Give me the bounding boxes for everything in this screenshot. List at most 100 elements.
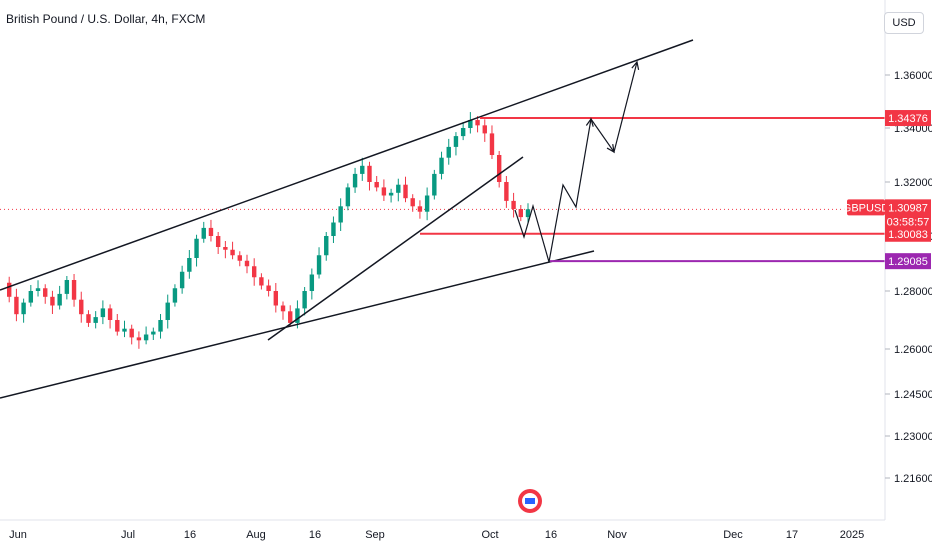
time-axis[interactable]: Jun Jul 16 Aug 16 Sep Oct 16 Nov Dec 17 2025	[9, 529, 864, 541]
current-price-tag-label: 1.30987	[888, 202, 928, 214]
price-tick-label: 1.36000	[894, 70, 932, 82]
candle-body	[403, 184, 408, 199]
time-tick-label: Nov	[607, 529, 627, 541]
candle-body	[432, 173, 437, 196]
candle-body	[360, 165, 365, 174]
candle-body	[223, 247, 228, 250]
candle-body	[367, 165, 372, 182]
price-tick-label: 1.24500	[894, 389, 932, 401]
candle-body	[14, 296, 19, 315]
time-tick-label: Oct	[481, 529, 498, 541]
projection-arrowhead	[631, 60, 640, 70]
candle-body	[381, 187, 387, 196]
candle-body	[417, 206, 423, 212]
candle-body	[86, 314, 91, 323]
candle-body	[93, 317, 98, 323]
time-tick-label: 2025	[840, 529, 864, 541]
candle-body	[338, 206, 343, 223]
price-level-tag-label: 1.34376	[888, 113, 928, 125]
candle-body	[28, 291, 34, 303]
candle-body	[504, 182, 509, 201]
candle-body	[100, 308, 106, 318]
candle-body	[7, 282, 12, 297]
candle-body	[251, 266, 257, 278]
trendlines	[0, 39, 694, 399]
candle-body	[273, 291, 279, 306]
candle-body	[136, 337, 142, 341]
candle-body	[230, 249, 235, 256]
candle-body	[172, 288, 178, 303]
time-tick-label: Jul	[121, 529, 135, 541]
time-tick-label: 16	[309, 529, 321, 541]
candle-body	[21, 302, 26, 315]
candle-body	[345, 187, 351, 207]
price-level-tag-label: 1.30083	[888, 229, 928, 241]
candle-body	[57, 293, 62, 306]
channel-upper-line	[0, 39, 694, 291]
currency-button[interactable]: USD	[884, 12, 924, 34]
price-tick-label: 1.21600	[894, 473, 932, 485]
candle-body	[288, 311, 293, 323]
candle-body	[143, 334, 149, 341]
candle-body	[280, 305, 286, 312]
time-tick-label: Sep	[365, 529, 385, 541]
candle-body	[71, 280, 77, 300]
price-tick-label: 1.32000	[894, 177, 932, 189]
candle-body	[165, 302, 170, 320]
price-axis[interactable]: 1.360001.340001.320001.300001.280001.260…	[885, 70, 932, 485]
candle-body	[259, 277, 264, 286]
candle-body	[525, 209, 531, 218]
candle-body	[475, 120, 480, 126]
time-tick-label: Jun	[9, 529, 27, 541]
candle-body	[316, 255, 322, 275]
channel-lower-line	[0, 250, 595, 399]
candle-body	[453, 136, 459, 147]
candle-body	[43, 288, 48, 297]
candle-body	[388, 192, 394, 196]
candle-body	[324, 236, 329, 256]
candle-body	[309, 274, 315, 291]
candle-body	[79, 299, 84, 315]
candle-body	[201, 227, 206, 239]
candle-body	[468, 120, 473, 128]
candle-body	[295, 308, 300, 323]
price-level-tag-label: 1.29085	[888, 256, 928, 268]
candle-body	[208, 227, 214, 236]
price-level-tag	[885, 110, 931, 127]
candle-body	[244, 260, 250, 267]
candle-body	[107, 308, 113, 320]
horizontal-levels	[420, 117, 885, 263]
candle-body	[496, 155, 502, 182]
candle-body	[50, 296, 55, 306]
candle-body	[158, 320, 163, 332]
candle-body	[266, 285, 271, 291]
projection-arrowhead	[585, 117, 594, 127]
candle-body	[410, 198, 415, 207]
tradingview-logo-icon[interactable]	[518, 489, 542, 513]
candle-body	[302, 291, 307, 309]
candle-body	[446, 146, 451, 158]
price-tick-label: 1.28000	[894, 286, 932, 298]
price-level-tag	[885, 225, 931, 242]
projection-path-line	[514, 61, 638, 263]
symbol-tag	[847, 199, 885, 216]
candle-body	[129, 328, 134, 338]
candle-body	[179, 271, 185, 289]
candle-body	[374, 182, 379, 188]
candle-body	[122, 328, 127, 332]
candle-body	[237, 255, 242, 261]
price-tick-label: 1.23000	[894, 431, 932, 443]
price-level-tag	[885, 253, 931, 270]
candle-body	[215, 236, 221, 247]
time-tick-label: 16	[184, 529, 196, 541]
candle-body	[64, 280, 70, 294]
price-tick-label: 1.26000	[894, 344, 932, 356]
candle-body	[482, 125, 487, 134]
projection-arrowhead	[606, 144, 615, 154]
candle-body	[439, 157, 444, 174]
time-tick-label: Aug	[246, 529, 266, 541]
inner-support-line	[267, 156, 524, 341]
